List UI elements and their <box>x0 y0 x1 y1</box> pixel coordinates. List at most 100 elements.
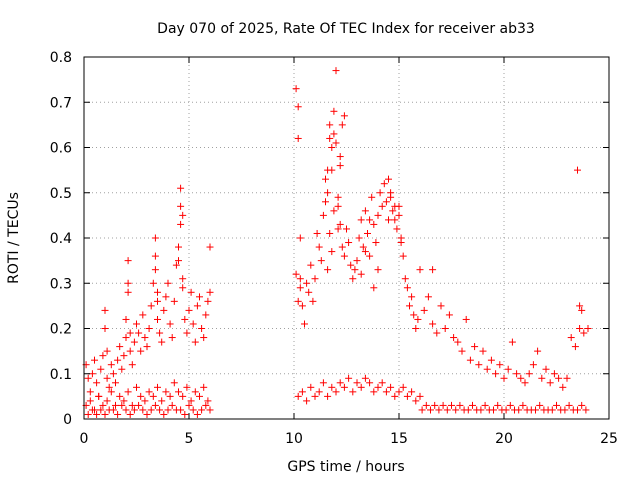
data-point <box>567 334 575 342</box>
data-point <box>175 243 182 251</box>
data-point <box>506 401 514 409</box>
data-point <box>343 225 350 233</box>
data-point <box>177 406 185 414</box>
data-point <box>330 207 338 215</box>
data-point <box>513 370 521 378</box>
data-point <box>107 388 115 396</box>
data-point <box>116 392 124 400</box>
data-point <box>334 202 342 210</box>
data-point <box>347 261 355 269</box>
data-point <box>385 216 392 224</box>
data-point <box>542 365 550 373</box>
data-point <box>179 392 187 400</box>
data-point <box>204 397 212 405</box>
data-point <box>578 401 586 409</box>
data-point <box>361 207 369 215</box>
data-point <box>433 329 441 337</box>
data-point <box>385 175 392 183</box>
data-point <box>139 406 147 414</box>
data-point <box>330 130 338 138</box>
data-point <box>475 361 483 369</box>
data-point <box>101 410 109 418</box>
data-point <box>187 288 195 296</box>
data-point <box>422 401 430 409</box>
data-point <box>458 347 466 355</box>
data-point <box>86 397 94 405</box>
data-point <box>95 392 103 400</box>
data-point <box>112 401 119 409</box>
data-point <box>332 388 340 396</box>
data-point <box>332 139 340 147</box>
data-point <box>154 383 161 391</box>
data-point <box>128 361 136 369</box>
data-point <box>200 383 208 391</box>
data-point <box>93 410 101 418</box>
data-point <box>338 121 346 129</box>
data-point <box>565 401 573 409</box>
data-point <box>387 193 395 201</box>
data-point <box>118 401 126 409</box>
data-point <box>170 379 178 387</box>
data-point <box>559 383 567 391</box>
data-point <box>416 392 424 400</box>
data-point <box>193 410 201 418</box>
data-point <box>166 392 174 400</box>
data-point <box>126 329 134 337</box>
data-point <box>206 288 214 296</box>
data-point <box>319 211 327 219</box>
data-point <box>366 252 374 260</box>
data-point <box>340 383 348 391</box>
data-point <box>168 401 176 409</box>
data-point <box>330 107 338 115</box>
data-point <box>185 401 193 409</box>
data-point <box>353 257 361 265</box>
data-points <box>82 67 592 418</box>
data-point <box>580 329 588 337</box>
data-point <box>328 383 336 391</box>
data-point <box>319 379 327 387</box>
data-point <box>128 401 136 409</box>
data-point <box>450 334 458 342</box>
data-point <box>328 144 336 151</box>
data-point <box>114 356 122 364</box>
data-point <box>408 293 416 301</box>
data-point <box>420 306 428 314</box>
data-point <box>374 266 382 274</box>
data-point <box>429 266 437 274</box>
data-point <box>107 361 115 369</box>
data-point <box>454 338 462 346</box>
data-point <box>204 297 212 305</box>
data-point <box>137 347 145 355</box>
data-point <box>130 406 138 414</box>
data-point <box>546 379 554 387</box>
data-point <box>391 392 399 400</box>
data-point <box>88 370 96 378</box>
data-point <box>515 406 523 414</box>
data-point <box>338 243 346 251</box>
data-point <box>481 401 489 409</box>
data-point <box>301 320 308 328</box>
data-point <box>296 275 304 283</box>
data-point <box>382 388 390 396</box>
data-point <box>324 266 332 274</box>
data-point <box>345 374 353 382</box>
data-point <box>324 189 332 197</box>
data-point <box>336 153 344 161</box>
data-point <box>193 302 201 310</box>
data-point <box>124 388 132 396</box>
data-point <box>334 225 342 233</box>
data-point <box>86 388 94 396</box>
data-point <box>206 406 214 414</box>
data-point <box>561 406 569 414</box>
data-point <box>504 365 512 373</box>
data-point <box>166 320 174 328</box>
data-point <box>431 401 439 409</box>
data-point <box>380 180 388 188</box>
data-point <box>441 325 449 332</box>
data-point <box>162 388 170 396</box>
x-tick-label: 5 <box>185 431 194 447</box>
data-point <box>103 374 111 382</box>
data-point <box>517 374 525 382</box>
y-tick-label: 0.2 <box>50 322 72 338</box>
data-point <box>122 334 130 342</box>
